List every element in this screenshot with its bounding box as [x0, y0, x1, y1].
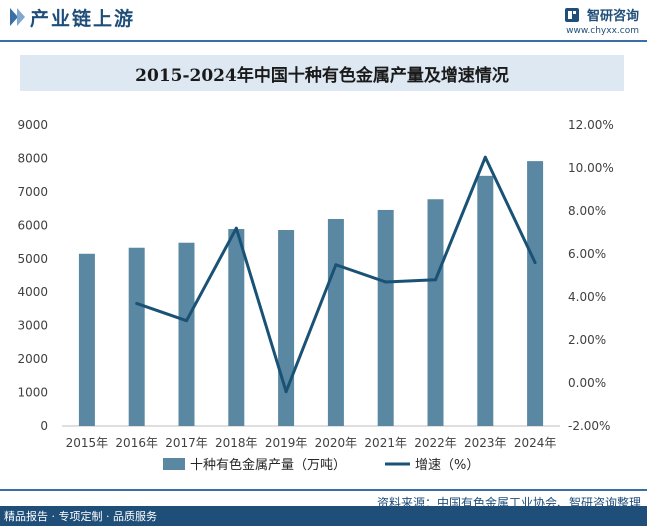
left-axis-tick-label: 5000 — [17, 252, 48, 266]
chart-title: 2015-2024年中国十种有色金属产量及增速情况 — [20, 55, 624, 91]
bar — [228, 229, 245, 426]
bar — [128, 247, 145, 426]
brand: 智研咨询 www.chyxx.com — [564, 4, 639, 36]
bar — [178, 242, 195, 426]
x-axis-tick-label: 2023年 — [464, 436, 507, 450]
left-axis-tick-label: 6000 — [17, 218, 48, 232]
right-axis-tick-label: 6.00% — [568, 247, 606, 261]
legend-line-label: 增速（%） — [415, 458, 479, 473]
right-axis-tick-label: 2.00% — [568, 333, 606, 347]
bar — [327, 218, 344, 426]
x-axis-tick-label: 2018年 — [215, 436, 258, 450]
page-title: 产业链上游 — [30, 8, 136, 30]
x-axis-tick-label: 2017年 — [165, 436, 208, 450]
right-axis-tick-label: -2.00% — [568, 419, 610, 433]
section-marker-icon — [10, 8, 25, 26]
x-axis-tick-label: 2015年 — [66, 436, 109, 450]
header-divider — [0, 40, 647, 42]
right-axis-tick-label: 4.00% — [568, 290, 606, 304]
bar — [78, 253, 95, 426]
bar — [377, 209, 394, 426]
left-axis-tick-label: 3000 — [17, 319, 48, 333]
right-axis-tick-label: 8.00% — [568, 204, 606, 218]
growth-point — [135, 301, 139, 305]
right-axis-tick-label: 12.00% — [568, 118, 614, 132]
bar — [278, 230, 295, 426]
footer-divider — [0, 489, 647, 491]
bar — [477, 175, 494, 426]
x-axis-tick-label: 2019年 — [265, 436, 308, 450]
bar — [527, 161, 544, 426]
growth-point — [234, 226, 238, 230]
left-axis-tick-label: 8000 — [17, 151, 48, 165]
bar — [427, 199, 444, 426]
left-axis-tick-label: 7000 — [17, 185, 48, 199]
left-axis-tick-label: 0 — [40, 419, 48, 433]
right-axis-tick-label: 0.00% — [568, 376, 606, 390]
x-axis-tick-label: 2020年 — [315, 436, 358, 450]
growth-point — [434, 278, 437, 282]
services-tagline: 精品报告 · 专项定制 · 品质服务 — [4, 510, 157, 523]
growth-point — [284, 390, 288, 394]
growth-point — [533, 261, 537, 265]
left-axis-tick-label: 1000 — [17, 386, 48, 400]
growth-point — [483, 155, 487, 159]
growth-point — [334, 263, 338, 267]
legend-bar-swatch — [163, 458, 185, 470]
x-axis-tick-label: 2024年 — [514, 436, 557, 450]
left-axis-tick-label: 9000 — [17, 118, 48, 132]
brand-url: www.chyxx.com — [566, 26, 639, 36]
x-axis-tick-label: 2016年 — [115, 436, 158, 450]
x-axis-tick-label: 2022年 — [414, 436, 457, 450]
brand-name: 智研咨询 — [586, 9, 639, 24]
brand-logo-icon — [564, 7, 579, 22]
bottom-strip — [0, 506, 647, 526]
growth-point — [185, 319, 188, 323]
right-axis-tick-label: 10.00% — [568, 161, 614, 175]
growth-point — [384, 280, 388, 284]
x-axis-tick-label: 2021年 — [364, 436, 407, 450]
left-axis-tick-label: 4000 — [17, 285, 48, 299]
legend-bar-label: 十种有色金属产量（万吨） — [190, 457, 346, 473]
left-axis-tick-label: 2000 — [17, 352, 48, 366]
